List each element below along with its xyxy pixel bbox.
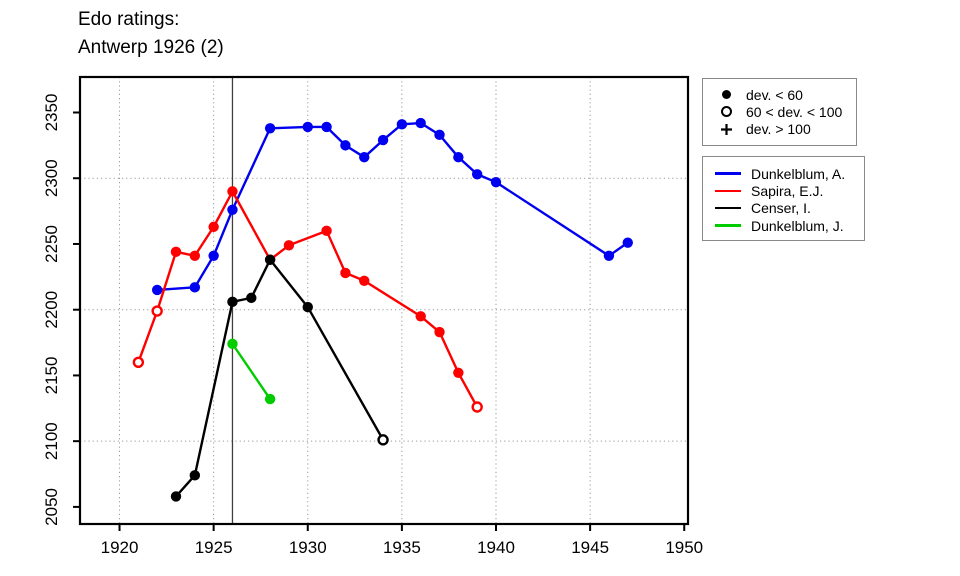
data-point-filled — [434, 129, 445, 141]
open-circle-icon — [715, 106, 737, 118]
data-point-filled — [622, 237, 633, 248]
chart-title-line2: Antwerp 1926 (2) — [78, 37, 224, 58]
data-point-filled — [151, 284, 163, 296]
x-tick-label: 1950 — [665, 538, 703, 557]
data-point-filled — [321, 121, 332, 133]
data-point-filled — [208, 221, 219, 233]
series-legend-row: Dunkelblum, J. — [715, 217, 864, 234]
data-point-filled — [208, 250, 219, 261]
y-tick-label: 2100 — [42, 422, 61, 460]
series-legend-row: Dunkelblum, A. — [715, 165, 864, 182]
marker-legend: dev. < 60 60 < dev. < 100 dev. > 100 — [702, 78, 857, 146]
data-point-filled — [396, 119, 408, 130]
series-legend-row: Censer, I. — [715, 200, 864, 217]
data-point-filled — [603, 250, 615, 261]
x-tick-label: 1940 — [477, 538, 515, 557]
series-legend-label: Dunkelblum, A. — [751, 165, 846, 182]
data-point-filled — [227, 186, 238, 197]
marker-legend-label: dev. < 60 — [746, 86, 803, 103]
y-tick-label: 2150 — [42, 357, 61, 395]
data-point-open — [132, 356, 145, 368]
x-tick-label: 1930 — [289, 538, 327, 557]
series-line — [155, 121, 629, 292]
x-tick-label: 1920 — [101, 538, 139, 557]
plus-icon — [715, 123, 737, 136]
data-point-filled — [283, 240, 295, 251]
series-legend-row: Sapira, E.J. — [715, 182, 864, 199]
series-legend-label: Censer, I. — [751, 200, 811, 217]
data-point-filled — [377, 134, 389, 146]
data-point-filled — [227, 338, 238, 350]
data-point-filled — [321, 225, 332, 237]
series-legend-label: Sapira, E.J. — [751, 182, 824, 199]
series-color-swatch — [715, 224, 741, 227]
data-point-open — [151, 305, 163, 317]
data-point-filled — [264, 393, 276, 405]
data-point-open — [471, 401, 483, 413]
y-tick-label: 2250 — [42, 225, 61, 263]
x-tick-label: 1925 — [195, 538, 233, 557]
data-point-filled — [246, 292, 257, 304]
data-point-filled — [302, 301, 313, 313]
series-legend-label: Dunkelblum, J. — [751, 217, 844, 234]
marker-legend-label: 60 < dev. < 100 — [746, 103, 843, 120]
data-point-filled — [471, 169, 483, 180]
x-tick-label: 1945 — [571, 538, 609, 557]
series-line — [174, 258, 385, 498]
series-color-swatch — [715, 206, 741, 210]
data-point-filled — [264, 123, 276, 134]
data-point-filled — [227, 296, 238, 308]
x-tick-label: 1935 — [383, 538, 421, 557]
data-point-filled — [415, 117, 426, 129]
data-point-filled — [359, 275, 370, 286]
data-point-filled — [490, 176, 502, 188]
data-point-filled — [434, 326, 445, 338]
y-tick-label: 2350 — [42, 94, 61, 132]
marker-legend-label: dev. > 100 — [746, 121, 811, 138]
plot-box — [78, 75, 690, 526]
series-legend: Dunkelblum, A. Sapira, E.J. Censer, I. D… — [702, 156, 865, 241]
series-line — [231, 342, 272, 401]
y-tick-label: 2200 — [42, 291, 61, 329]
data-point-filled — [189, 282, 201, 293]
chart-title: Edo ratings: Antwerp 1926 (2) — [78, 6, 224, 62]
marker-legend-row-plus: dev. > 100 — [715, 121, 856, 138]
data-point-filled — [453, 151, 464, 163]
data-point-filled — [340, 267, 351, 279]
series-line — [137, 190, 479, 409]
data-point-filled — [340, 140, 351, 151]
data-point-filled — [189, 250, 201, 261]
data-point-filled — [264, 254, 276, 265]
data-point-filled — [302, 121, 313, 133]
data-point-filled — [170, 491, 182, 502]
series-color-swatch — [715, 189, 741, 193]
series-color-swatch — [715, 172, 741, 175]
data-point-filled — [359, 151, 370, 163]
data-point-open — [377, 434, 389, 446]
data-point-filled — [227, 204, 238, 215]
marker-legend-row-open: 60 < dev. < 100 — [715, 103, 856, 120]
y-tick-label: 2300 — [42, 159, 61, 197]
y-tick-label: 2050 — [42, 488, 61, 526]
chart-title-line1: Edo ratings: — [78, 9, 180, 30]
marker-legend-row-filled: dev. < 60 — [715, 86, 856, 103]
data-point-filled — [453, 367, 464, 379]
data-point-filled — [170, 246, 182, 258]
data-point-filled — [415, 311, 426, 322]
filled-circle-icon — [715, 90, 737, 100]
data-point-filled — [189, 470, 201, 481]
